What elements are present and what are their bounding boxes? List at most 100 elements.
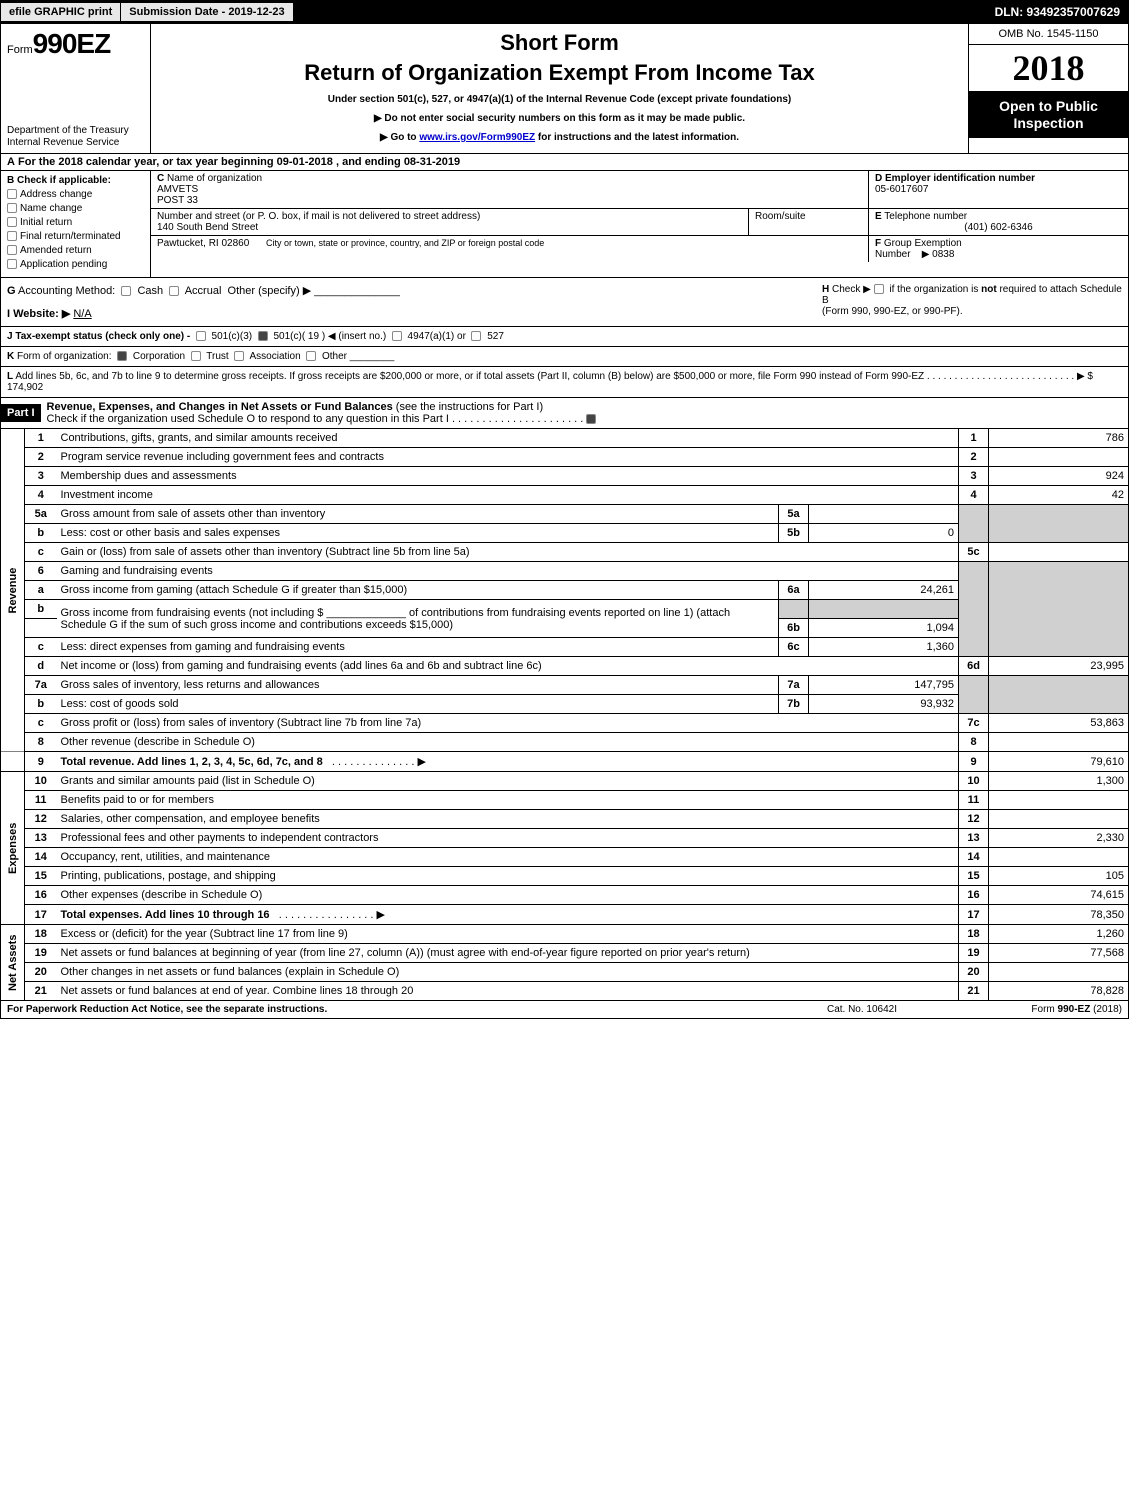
- chk-address-change[interactable]: Address change: [7, 189, 144, 200]
- l-text: Add lines 5b, 6c, and 7b to line 9 to de…: [15, 371, 924, 382]
- line-19: 19 Net assets or fund balances at beginn…: [1, 944, 1129, 963]
- line-3: 3 Membership dues and assessments 3 924: [1, 467, 1129, 486]
- form-title: Return of Organization Exempt From Incom…: [161, 60, 958, 86]
- line-9: 9 Total revenue. Add lines 1, 2, 3, 4, 5…: [1, 752, 1129, 772]
- chk-initial-return[interactable]: Initial return: [7, 217, 144, 228]
- form-id-footer: Form 990-EZ (2018): [962, 1004, 1122, 1015]
- line-10: Expenses 10 Grants and similar amounts p…: [1, 772, 1129, 791]
- form-note-2: ▶ Go to www.irs.gov/Form990EZ for instru…: [161, 132, 958, 143]
- section-bcdef: B Check if applicable: Address change Na…: [0, 171, 1129, 278]
- room-suite: Room/suite: [748, 209, 868, 235]
- section-a-text: For the 2018 calendar year, or tax year …: [18, 156, 277, 168]
- part-1-table: Revenue 1 Contributions, gifts, grants, …: [0, 429, 1129, 1001]
- g-other: Other (specify) ▶: [228, 285, 312, 297]
- d-heading: Employer identification number: [885, 173, 1035, 184]
- chk-4947[interactable]: [392, 331, 402, 341]
- section-i: I Website: ▶ N/A: [7, 307, 822, 320]
- section-b-label: B: [7, 175, 14, 186]
- e-heading: Telephone number: [884, 211, 967, 222]
- section-a: A For the 2018 calendar year, or tax yea…: [0, 154, 1129, 171]
- section-b: B Check if applicable: Address change Na…: [1, 171, 151, 277]
- form-prefix: Form: [7, 44, 33, 56]
- section-ghi: G Accounting Method: Cash Accrual Other …: [0, 278, 1129, 327]
- section-c-city: Pawtucket, RI 02860 City or town, state …: [151, 236, 868, 262]
- c-label: C: [157, 173, 164, 184]
- section-k: K Form of organization: Corporation Trus…: [0, 347, 1129, 367]
- c-heading: Name of organization: [167, 173, 262, 184]
- section-a-mid: , and ending: [336, 156, 404, 168]
- h-label: H: [822, 284, 829, 295]
- line-5c: c Gain or (loss) from sale of assets oth…: [1, 543, 1129, 562]
- short-form-title: Short Form: [161, 30, 958, 56]
- line-14: 14 Occupancy, rent, utilities, and maint…: [1, 848, 1129, 867]
- dept-treasury: Department of the Treasury: [7, 125, 144, 137]
- line-11: 11 Benefits paid to or for members 11: [1, 791, 1129, 810]
- header-right: OMB No. 1545-1150 2018 Open to Public In…: [968, 24, 1128, 153]
- section-f: F Group Exemption Number ▶ 0838: [868, 236, 1128, 262]
- d-label: D: [875, 173, 882, 184]
- section-cdef: C Name of organization AMVETS POST 33 D …: [151, 171, 1128, 277]
- k-text: Form of organization:: [17, 351, 112, 362]
- efile-print-button[interactable]: efile GRAPHIC print: [1, 3, 121, 21]
- org-name-2: POST 33: [157, 195, 198, 206]
- part-1-label: Part I: [1, 404, 41, 422]
- chk-other-org[interactable]: [306, 351, 316, 361]
- org-name-1: AMVETS: [157, 184, 198, 195]
- j-text: Tax-exempt status (check only one) -: [15, 331, 190, 342]
- phone-value: (401) 602-6346: [875, 222, 1122, 233]
- line-15: 15 Printing, publications, postage, and …: [1, 867, 1129, 886]
- line-18: Net Assets 18 Excess or (deficit) for th…: [1, 925, 1129, 944]
- form-subtitle: Under section 501(c), 527, or 4947(a)(1)…: [161, 94, 958, 105]
- i-label: I: [7, 308, 10, 320]
- section-j: J Tax-exempt status (check only one) - 5…: [0, 327, 1129, 347]
- chk-final-return[interactable]: Final return/terminated: [7, 231, 144, 242]
- part-1-check-text: Check if the organization used Schedule …: [47, 413, 449, 425]
- city-line: Pawtucket, RI 02860: [157, 238, 249, 249]
- top-bar: efile GRAPHIC print Submission Date - 20…: [0, 0, 1129, 24]
- section-a-label: A: [7, 156, 15, 168]
- addr-heading: Number and street (or P. O. box, if mail…: [157, 211, 480, 222]
- j-label: J: [7, 331, 13, 342]
- chk-trust[interactable]: [191, 351, 201, 361]
- section-c-address: Number and street (or P. O. box, if mail…: [151, 209, 748, 235]
- open-to-public: Open to Public Inspection: [969, 92, 1128, 138]
- catalog-number: Cat. No. 10642I: [762, 1004, 962, 1015]
- chk-schedule-b[interactable]: [874, 284, 884, 294]
- revenue-side-label: Revenue: [1, 429, 25, 752]
- g-label: G: [7, 285, 16, 297]
- line-16: 16 Other expenses (describe in Schedule …: [1, 886, 1129, 905]
- section-b-heading: Check if applicable:: [17, 175, 111, 186]
- line-4: 4 Investment income 4 42: [1, 486, 1129, 505]
- irs-link[interactable]: www.irs.gov/Form990EZ: [419, 132, 535, 143]
- chk-name-change[interactable]: Name change: [7, 203, 144, 214]
- g-text: Accounting Method:: [18, 285, 115, 297]
- line-17: 17 Total expenses. Add lines 10 through …: [1, 905, 1129, 925]
- chk-cash[interactable]: [121, 286, 131, 296]
- h-text3: (Form 990, 990-EZ, or 990-PF).: [822, 306, 963, 317]
- dept-irs: Internal Revenue Service: [7, 137, 144, 149]
- chk-501c[interactable]: [258, 331, 268, 341]
- chk-application-pending[interactable]: Application pending: [7, 259, 144, 270]
- form-number: Form990EZ: [7, 28, 144, 60]
- line-12: 12 Salaries, other compensation, and emp…: [1, 810, 1129, 829]
- k-label: K: [7, 351, 14, 362]
- submission-date: Submission Date - 2019-12-23: [121, 3, 292, 21]
- chk-schedule-o[interactable]: [586, 414, 596, 424]
- section-g: G Accounting Method: Cash Accrual Other …: [7, 284, 822, 297]
- tax-year: 2018: [969, 45, 1128, 92]
- expenses-side-label: Expenses: [1, 772, 25, 925]
- l-label: L: [7, 371, 13, 382]
- chk-association[interactable]: [234, 351, 244, 361]
- chk-501c3[interactable]: [196, 331, 206, 341]
- chk-527[interactable]: [471, 331, 481, 341]
- header-left: Form990EZ Department of the Treasury Int…: [1, 24, 151, 153]
- chk-accrual[interactable]: [169, 286, 179, 296]
- line-6d: d Net income or (loss) from gaming and f…: [1, 657, 1129, 676]
- line-2: 2 Program service revenue including gove…: [1, 448, 1129, 467]
- form-990ez: 990EZ: [33, 28, 111, 59]
- i-text: Website: ▶: [13, 308, 70, 320]
- chk-amended-return[interactable]: Amended return: [7, 245, 144, 256]
- note2-post: for instructions and the latest informat…: [535, 132, 739, 143]
- chk-corporation[interactable]: [117, 351, 127, 361]
- section-c-name: C Name of organization AMVETS POST 33: [151, 171, 868, 208]
